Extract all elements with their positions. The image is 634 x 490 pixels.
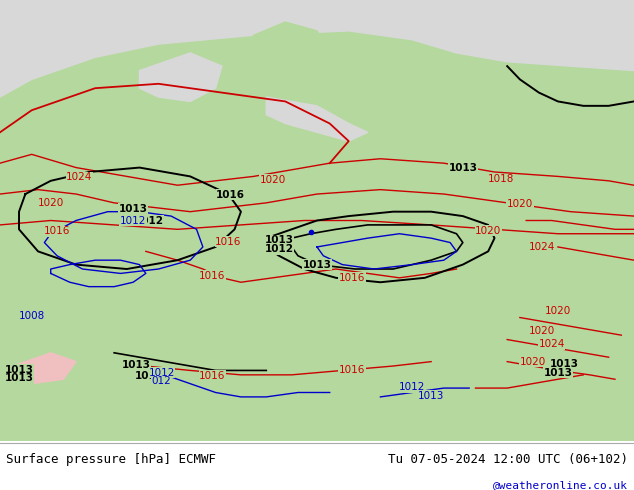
Text: 012: 012 — [152, 376, 172, 387]
Text: Surface pressure [hPa] ECMWF: Surface pressure [hPa] ECMWF — [6, 453, 216, 466]
Text: 1013: 1013 — [4, 373, 34, 383]
Text: 1016: 1016 — [216, 190, 245, 200]
Text: 1018: 1018 — [488, 174, 514, 185]
Polygon shape — [13, 353, 76, 384]
Text: 1012: 1012 — [399, 382, 425, 392]
Text: 1020: 1020 — [475, 225, 501, 236]
Text: 1020: 1020 — [545, 306, 571, 316]
Text: @weatheronline.co.uk: @weatheronline.co.uk — [493, 480, 628, 490]
Text: 1020: 1020 — [529, 326, 555, 336]
Polygon shape — [0, 0, 634, 97]
Text: 1013: 1013 — [4, 365, 34, 374]
Text: 1016: 1016 — [339, 273, 365, 283]
Text: 1013: 1013 — [134, 371, 164, 381]
Text: 1016: 1016 — [215, 237, 242, 246]
Text: 1013: 1013 — [550, 359, 579, 369]
Text: 1013: 1013 — [122, 360, 151, 370]
Text: 1024: 1024 — [66, 172, 93, 182]
Text: 1020: 1020 — [37, 198, 64, 208]
Text: 1013: 1013 — [302, 260, 332, 270]
Text: 1013: 1013 — [119, 203, 148, 214]
Polygon shape — [139, 53, 222, 101]
Text: 1012: 1012 — [120, 216, 146, 225]
Text: 1012: 1012 — [134, 216, 164, 225]
Text: 1016: 1016 — [199, 270, 226, 281]
Polygon shape — [266, 97, 368, 141]
Text: 1020: 1020 — [259, 175, 286, 185]
Text: 1013: 1013 — [264, 235, 294, 245]
Text: 1020: 1020 — [519, 357, 546, 367]
Text: 1013: 1013 — [418, 391, 444, 401]
Text: 1013: 1013 — [448, 163, 477, 172]
Text: Tu 07-05-2024 12:00 UTC (06+102): Tu 07-05-2024 12:00 UTC (06+102) — [387, 453, 628, 466]
Text: 1012: 1012 — [148, 368, 175, 378]
Text: 1016: 1016 — [44, 226, 70, 236]
Text: 1016: 1016 — [199, 371, 226, 381]
Text: 1008: 1008 — [18, 311, 45, 321]
Text: 1024: 1024 — [538, 339, 565, 349]
Text: 1012: 1012 — [264, 244, 294, 254]
Text: 1016: 1016 — [339, 365, 365, 374]
Text: 1013: 1013 — [543, 368, 573, 378]
Polygon shape — [222, 22, 349, 115]
Text: 1024: 1024 — [529, 242, 555, 252]
Text: 1020: 1020 — [507, 199, 533, 209]
